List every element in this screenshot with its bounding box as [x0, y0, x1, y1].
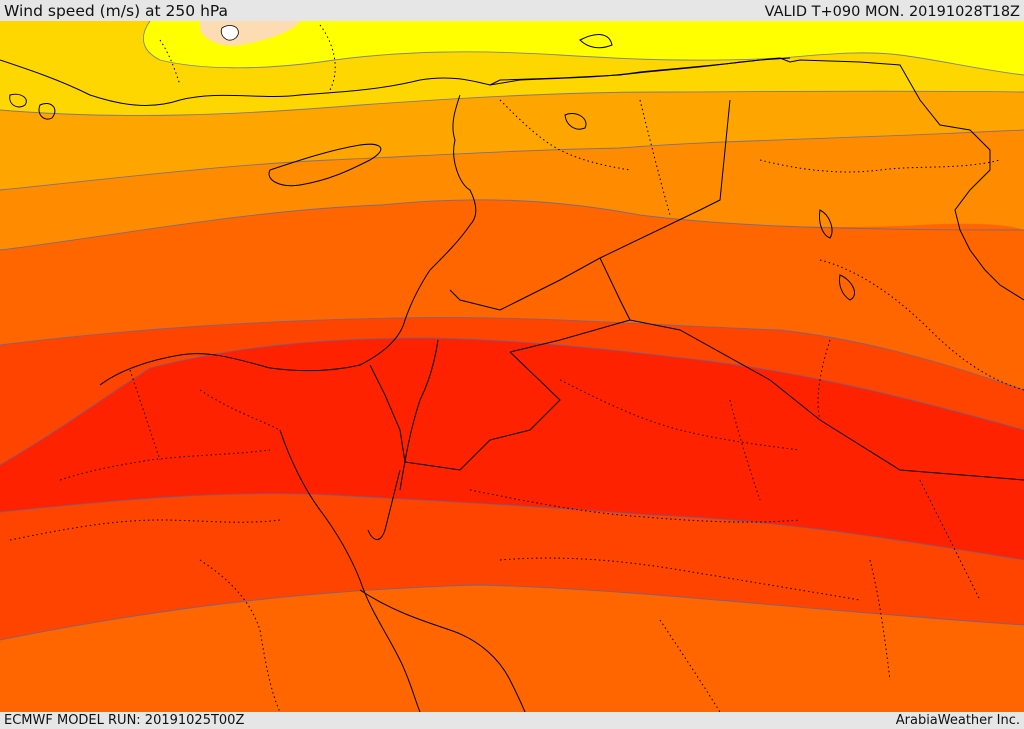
credit: ArabiaWeather Inc.: [895, 713, 1020, 728]
admin-borders: [9, 24, 1024, 712]
model-run: ECMWF MODEL RUN: 20191025T00Z: [4, 713, 245, 728]
band-yellow: [143, 21, 1024, 75]
map-title: Wind speed (m/s) at 250 hPa: [4, 2, 229, 20]
footer-bar: ECMWF MODEL RUN: 20191025T00Z ArabiaWeat…: [0, 712, 1024, 729]
coastlines: [0, 34, 1024, 712]
band-red: [0, 338, 1024, 560]
valid-time: VALID T+090 MON. 20191028T18Z: [764, 4, 1020, 20]
contour-lines: [0, 21, 1024, 641]
band-orange-mid: [0, 199, 1024, 390]
wind-speed-map[interactable]: [0, 21, 1024, 712]
header-bar: Wind speed (m/s) at 250 hPa VALID T+090 …: [0, 0, 1024, 21]
band-south-orange: [0, 585, 1024, 712]
island-patch: [220, 25, 239, 41]
band-orange-light: [0, 91, 1024, 190]
